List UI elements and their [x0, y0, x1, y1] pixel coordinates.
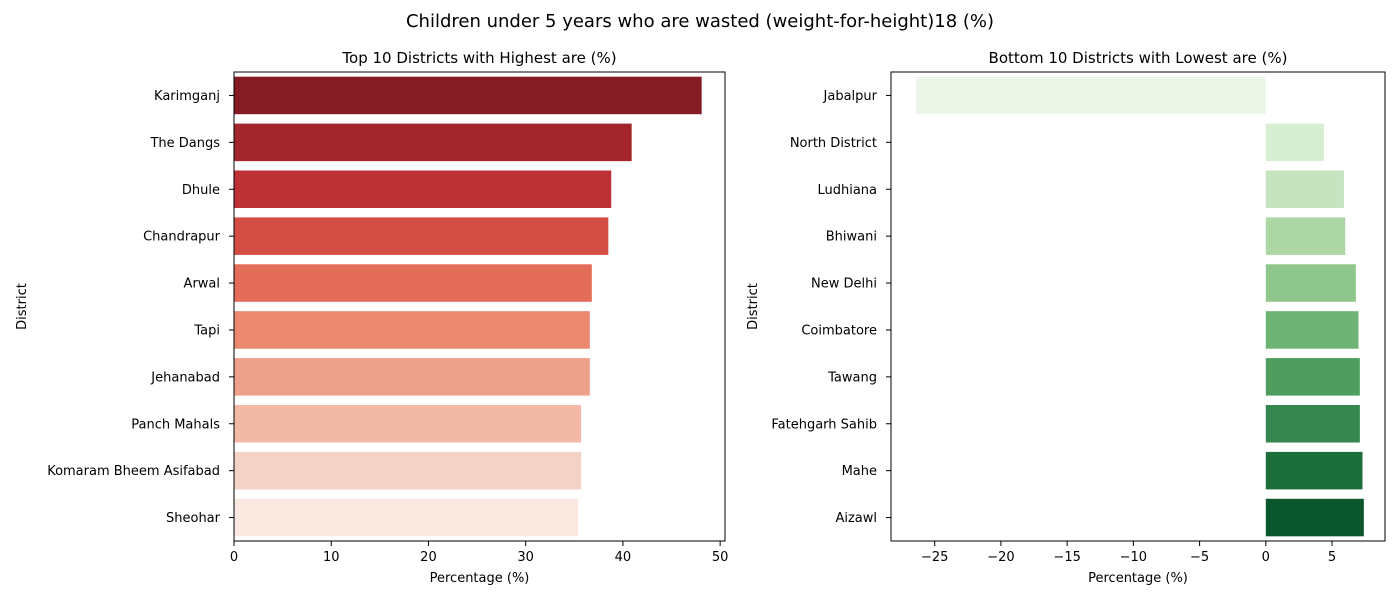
- top-bar-6: [234, 358, 590, 396]
- bottom-xtick-label-2: −15: [1053, 550, 1080, 565]
- bottom-category-label-3: Bhiwani: [826, 230, 877, 245]
- bottom-xtick-label-4: −5: [1190, 550, 1209, 565]
- bottom-yaxis-label: District: [746, 283, 761, 330]
- top-category-label-5: Tapi: [193, 323, 220, 338]
- chart-bottom-districts: Bottom 10 Districts with Lowest are (%) J…: [746, 49, 1386, 586]
- bottom-bar-6: [1265, 358, 1360, 396]
- bottom-category-label-1: North District: [790, 136, 877, 151]
- top-xtick-label-4: 40: [615, 550, 632, 565]
- top-xtick-label-0: 0: [230, 550, 238, 565]
- top-xtick-label-2: 20: [420, 550, 437, 565]
- top-xtick-label-5: 50: [712, 550, 729, 565]
- top-bar-2: [234, 170, 612, 209]
- bottom-bar-3: [1265, 217, 1346, 255]
- top-chart-title: Top 10 Districts with Highest are (%): [341, 49, 616, 67]
- bottom-bar-9: [1265, 498, 1364, 537]
- bottom-category-label-7: Fatehgarh Sahib: [771, 417, 877, 432]
- top-yaxis-label: District: [15, 283, 30, 330]
- top-bar-3: [234, 217, 609, 255]
- bottom-category-label-8: Mahe: [842, 464, 877, 479]
- top-xaxis-label: Percentage (%): [430, 571, 530, 586]
- top-xtick-label-1: 10: [323, 550, 340, 565]
- bottom-bar-1: [1265, 123, 1325, 162]
- bottom-category-label-5: Coimbatore: [801, 323, 877, 338]
- top-bar-7: [234, 404, 582, 443]
- bottom-category-label-2: Ludhiana: [817, 183, 877, 198]
- bottom-bar-4: [1265, 264, 1356, 302]
- bottom-axes-frame: [890, 71, 1386, 542]
- top-category-label-7: Panch Mahals: [131, 417, 220, 432]
- bottom-bar-5: [1265, 311, 1359, 349]
- top-bar-8: [234, 451, 582, 490]
- top-bar-1: [234, 123, 632, 162]
- bottom-category-label-9: Aizawl: [835, 511, 877, 526]
- top-bar-5: [234, 311, 590, 349]
- bottom-category-label-6: Tawang: [827, 370, 877, 385]
- top-category-label-9: Sheohar: [166, 511, 221, 526]
- bottom-xaxis-label: Percentage (%): [1088, 571, 1188, 586]
- top-axes-frame: [233, 71, 726, 542]
- top-category-label-8: Komaram Bheem Asifabad: [47, 464, 220, 479]
- top-category-label-4: Arwal: [184, 277, 220, 292]
- bottom-bar-2: [1265, 170, 1344, 209]
- figure-title: Children under 5 years who are wasted (w…: [406, 11, 994, 32]
- bottom-bar-7: [1265, 404, 1360, 443]
- bottom-xtick-label-3: −10: [1120, 550, 1147, 565]
- top-category-label-6: Jehanabad: [150, 370, 220, 385]
- bottom-chart-title: Bottom 10 Districts with Lowest are (%): [989, 49, 1288, 67]
- bottom-bar-8: [1265, 451, 1363, 490]
- top-bar-4: [234, 264, 592, 302]
- top-category-label-2: Dhule: [182, 183, 220, 198]
- top-category-label-0: Karimganj: [154, 89, 220, 104]
- top-category-label-3: Chandrapur: [143, 230, 221, 245]
- chart-top-districts: Top 10 Districts with Highest are (%) Kar…: [15, 49, 728, 586]
- bottom-category-label-4: New Delhi: [811, 277, 877, 292]
- top-bar-0: [234, 76, 702, 115]
- bottom-xtick-label-6: 5: [1328, 550, 1336, 565]
- bottom-xtick-label-0: −25: [921, 550, 948, 565]
- bottom-xtick-label-5: 0: [1262, 550, 1270, 565]
- bottom-bar-0: [916, 76, 1266, 115]
- bottom-xtick-label-1: −20: [987, 550, 1014, 565]
- top-bar-9: [234, 498, 579, 537]
- top-xtick-label-3: 30: [517, 550, 534, 565]
- bottom-category-label-0: Jabalpur: [823, 89, 878, 104]
- top-category-label-1: The Dangs: [149, 136, 220, 151]
